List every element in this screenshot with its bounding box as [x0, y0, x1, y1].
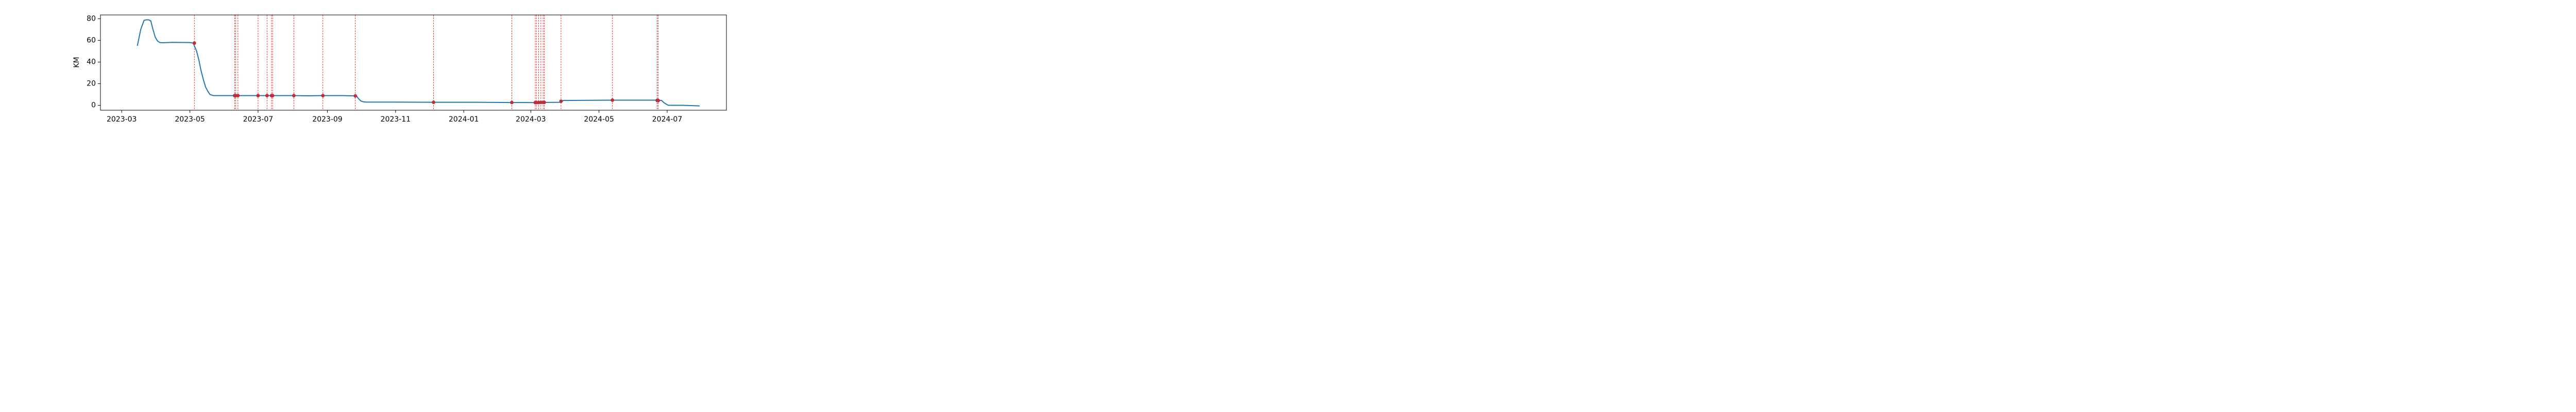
event-marker — [611, 98, 615, 102]
event-marker — [292, 94, 296, 98]
x-tick-label: 2024-01 — [449, 115, 479, 124]
x-tick-label: 2023-11 — [381, 115, 411, 124]
event-markers — [192, 41, 660, 105]
x-axis: 2023-03 2023-05 2023-07 2023-09 2023-11 2024-… — [107, 110, 682, 124]
x-tick-label: 2024-07 — [652, 115, 683, 124]
event-marker — [321, 94, 325, 98]
y-tick-label: 40 — [87, 58, 96, 66]
y-tick-label: 0 — [91, 101, 96, 110]
x-tick-label: 2023-09 — [312, 115, 343, 124]
event-marker — [542, 100, 546, 105]
y-axis: 0 20 40 60 80 — [87, 14, 100, 110]
x-tick-label: 2023-05 — [175, 115, 205, 124]
event-marker — [432, 100, 435, 105]
event-marker — [192, 41, 196, 45]
event-lines — [194, 15, 659, 110]
plot-frame — [100, 14, 727, 111]
event-marker — [236, 94, 240, 98]
x-tick-label: 2023-07 — [243, 115, 274, 124]
event-marker — [656, 98, 660, 102]
event-marker — [559, 99, 563, 103]
event-marker — [510, 100, 514, 105]
y-axis-label: KM — [73, 57, 81, 67]
figure-background — [0, 0, 804, 124]
line-chart: 2023-03 2023-05 2023-07 2023-09 2023-11 2024-… — [0, 0, 804, 124]
x-tick-label: 2024-05 — [584, 115, 614, 124]
x-tick-label: 2023-03 — [107, 115, 137, 124]
y-tick-label: 80 — [87, 14, 96, 23]
x-tick-label: 2024-03 — [516, 115, 546, 124]
event-marker — [353, 94, 358, 98]
event-marker — [256, 94, 260, 98]
y-tick-label: 20 — [87, 79, 96, 88]
event-marker — [270, 94, 275, 98]
event-marker — [265, 94, 269, 98]
y-tick-label: 60 — [87, 36, 96, 44]
